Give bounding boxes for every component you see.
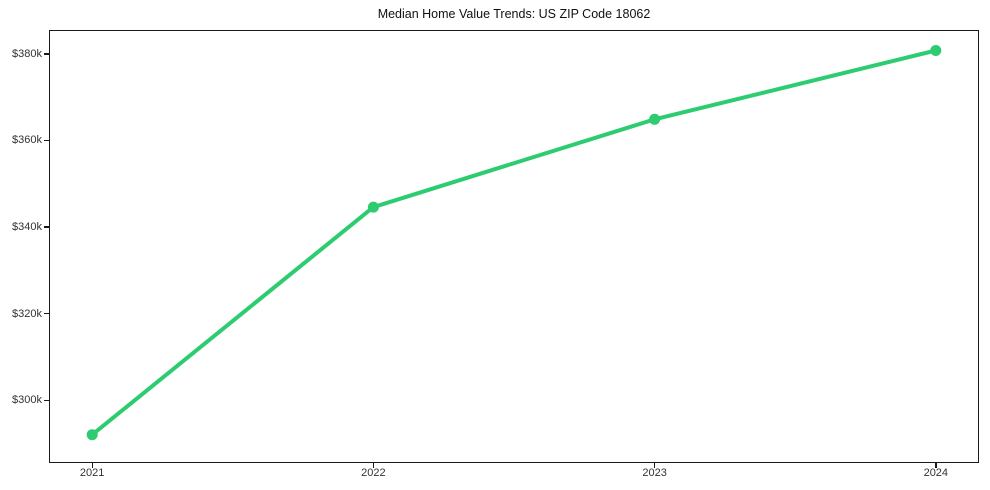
- x-tick-label: 2024: [923, 467, 949, 479]
- x-tick-mark: [372, 463, 375, 468]
- plot-area: [49, 30, 979, 463]
- line-chart-canvas: [86, 45, 942, 441]
- x-tick-label: 2022: [361, 467, 386, 479]
- x-tick-mark: [654, 463, 656, 468]
- chart-title: Median Home Value Trends: US ZIP Code 18…: [377, 7, 651, 21]
- y-tick-mark: [44, 53, 49, 55]
- y-tick-label: $320k: [12, 307, 42, 320]
- data-point-2021: [86, 429, 98, 441]
- y-tick-mark: [44, 139, 49, 142]
- data-point-2023: [649, 113, 661, 125]
- y-tick-label: $360k: [12, 134, 42, 147]
- y-tick-mark: [44, 226, 49, 228]
- y-tick-label: $380k: [12, 47, 42, 60]
- data-point-2024: [930, 45, 942, 56]
- y-tick-label: $340k: [12, 221, 42, 234]
- y-tick-mark: [44, 399, 49, 401]
- x-tick-mark: [91, 463, 93, 468]
- y-tick-mark: [44, 312, 49, 315]
- y-tick-label: $300k: [12, 394, 42, 407]
- x-tick-mark: [935, 463, 937, 468]
- trend-line: [90, 48, 938, 437]
- x-tick-label: 2023: [642, 467, 667, 479]
- x-tick-label: 2021: [79, 467, 105, 479]
- data-point-2022: [367, 201, 379, 213]
